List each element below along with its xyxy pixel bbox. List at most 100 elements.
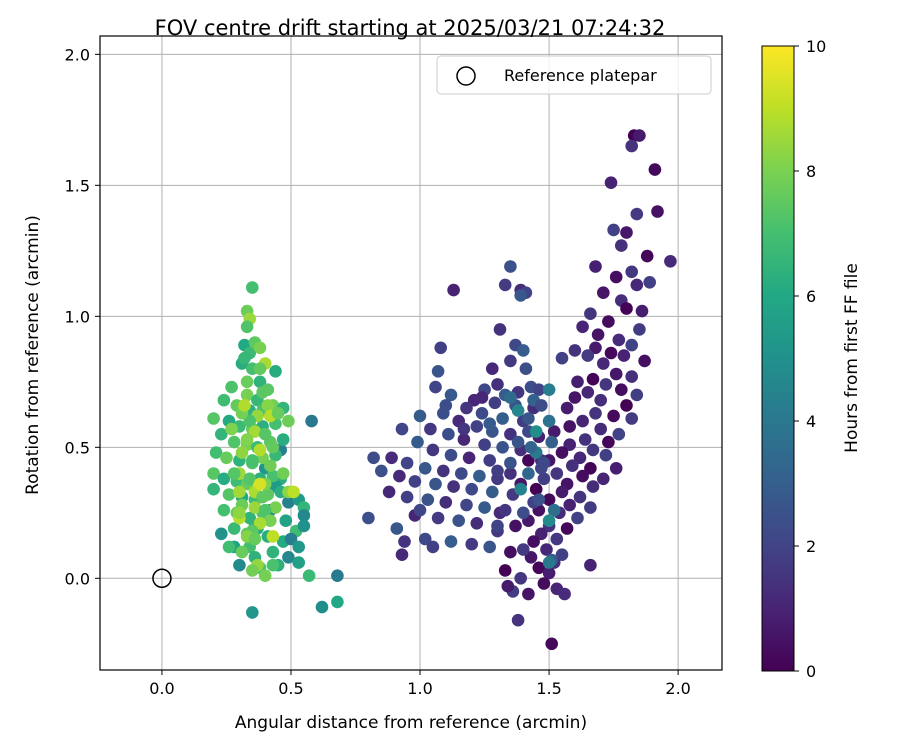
- scatter-point: [264, 459, 277, 473]
- scatter-point: [640, 249, 654, 263]
- scatter-point: [225, 422, 238, 436]
- scatter-point: [222, 488, 236, 501]
- scatter-point: [620, 226, 633, 239]
- y-tick-label: 1.0: [65, 307, 90, 326]
- scatter-point: [217, 503, 231, 517]
- scatter-point: [400, 490, 414, 504]
- scatter-point: [648, 163, 662, 176]
- y-tick-label: 1.5: [65, 176, 90, 195]
- scatter-point: [511, 435, 525, 449]
- scatter-point: [517, 344, 530, 357]
- scatter-point: [444, 388, 458, 402]
- scatter-point: [442, 427, 455, 441]
- scatter-point: [604, 346, 618, 360]
- scatter-point: [555, 548, 569, 561]
- scatter-point: [496, 441, 509, 454]
- scatter-point: [504, 456, 517, 470]
- scatter-point: [604, 176, 618, 189]
- scatter-point: [517, 543, 530, 556]
- scatter-point: [529, 425, 543, 438]
- scatter-point: [246, 606, 259, 619]
- scatter-point: [429, 380, 442, 394]
- scatter-point: [578, 433, 592, 446]
- scatter-point: [522, 467, 535, 480]
- scatter-point: [511, 404, 525, 417]
- scatter-point: [514, 482, 527, 496]
- scatter-point: [514, 289, 527, 302]
- scatter-point: [563, 420, 576, 433]
- scatter-point: [504, 467, 517, 480]
- scatter-point: [395, 422, 409, 436]
- scatter-point: [225, 380, 238, 394]
- scatter-point: [439, 399, 453, 412]
- scatter-point: [581, 386, 595, 399]
- scatter-point: [597, 472, 610, 486]
- scatter-point: [625, 412, 638, 425]
- legend-entry: Reference platepar: [504, 66, 657, 85]
- scatter-point: [258, 503, 272, 517]
- scatter-point: [253, 443, 267, 457]
- scatter-point: [256, 490, 269, 504]
- scatter-point: [209, 446, 223, 459]
- scatter-point: [253, 517, 267, 530]
- scatter-point: [282, 496, 295, 509]
- scatter-point: [424, 422, 437, 436]
- scatter-point: [542, 556, 556, 569]
- scatter-point: [664, 254, 677, 268]
- scatter-point: [576, 414, 589, 428]
- scatter-point: [633, 323, 646, 336]
- scatter-point: [331, 595, 344, 609]
- scatter-point: [504, 545, 517, 559]
- scatter-point: [586, 480, 600, 493]
- scatter-point: [233, 485, 246, 499]
- scatter-point: [550, 532, 564, 546]
- scatter-point: [302, 569, 316, 582]
- scatter-point: [504, 354, 517, 368]
- scatter-point: [227, 435, 241, 449]
- scatter-point: [271, 407, 285, 420]
- scatter-point: [602, 315, 615, 328]
- scatter-point: [573, 490, 587, 504]
- scatter-point: [475, 407, 489, 420]
- scatter-point: [491, 464, 504, 478]
- scatter-point: [266, 545, 280, 559]
- scatter-point: [524, 551, 538, 564]
- scatter-point: [465, 537, 479, 551]
- scatter-point: [625, 265, 638, 279]
- scatter-point: [478, 501, 491, 514]
- scatter-point: [235, 545, 249, 559]
- scatter-point: [426, 443, 440, 457]
- scatter-point: [243, 414, 256, 428]
- x-axis-label: Angular distance from reference (arcmin): [235, 713, 587, 733]
- scatter-point: [478, 438, 491, 452]
- scatter-point: [240, 388, 254, 402]
- scatter-point: [233, 506, 246, 520]
- scatter-point: [418, 462, 432, 475]
- scatter-point: [602, 435, 615, 449]
- colorbar-tick-label: 4: [806, 412, 816, 431]
- scatter-point: [400, 456, 414, 470]
- scatter-point: [253, 362, 267, 376]
- scatter-point: [331, 569, 344, 582]
- scatter-point: [607, 223, 620, 237]
- scatter-point: [488, 396, 502, 410]
- legend-marker: [456, 66, 476, 86]
- scatter-point: [408, 475, 422, 488]
- scatter-point: [568, 344, 582, 357]
- colorbar-ticks: 0 2 4 6 8 10: [794, 37, 826, 681]
- scatter-point: [431, 365, 445, 378]
- colorbar-tick-label: 6: [806, 287, 816, 306]
- scatter-point: [486, 362, 499, 376]
- scatter-point: [235, 446, 249, 459]
- scatter-point: [630, 278, 644, 292]
- scatter-point: [615, 383, 628, 397]
- scatter-point: [571, 375, 584, 389]
- scatter-point: [535, 399, 548, 412]
- y-axis-ticks: 0.0 0.5 1.0 1.5 2.0: [65, 45, 100, 588]
- scatter-point: [545, 435, 558, 449]
- scatter-point: [638, 354, 651, 368]
- scatter-point: [447, 283, 460, 297]
- colorbar-tick-label: 8: [806, 162, 816, 181]
- scatter-point: [246, 564, 259, 577]
